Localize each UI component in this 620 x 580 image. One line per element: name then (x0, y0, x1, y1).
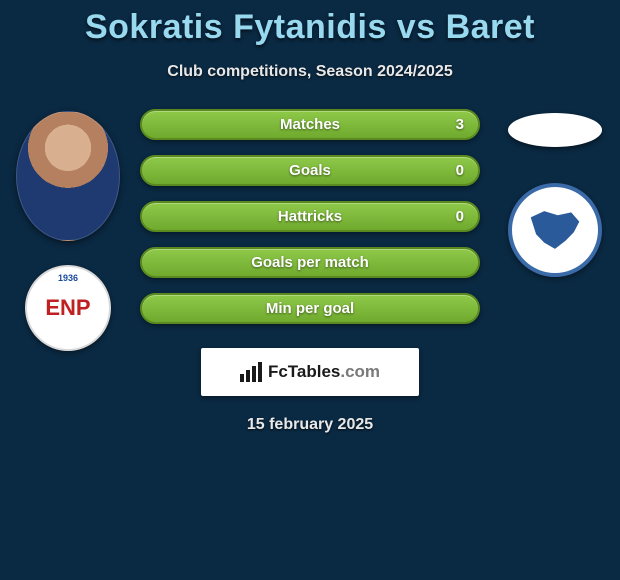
stat-value: 0 (456, 208, 464, 225)
stat-row-goals-per-match: Goals per match (140, 247, 480, 278)
brand-main: FcTables (268, 362, 340, 381)
club-left-badge: 1936 ENP (25, 265, 111, 351)
stat-label: Goals (289, 162, 331, 179)
stat-value: 0 (456, 162, 464, 179)
stat-label: Hattricks (278, 208, 342, 225)
stat-row-matches: Matches 3 (140, 109, 480, 140)
stats-list: Matches 3 Goals 0 Hattricks 0 Goals per … (140, 109, 480, 324)
comparison-content: 1936 ENP Matches 3 Goals 0 Hattricks 0 G… (0, 109, 620, 324)
player-right-photo-blank (508, 113, 602, 147)
stat-row-hattricks: Hattricks 0 (140, 201, 480, 232)
brand-logo: FcTables.com (201, 348, 419, 396)
brand-suffix: .com (340, 362, 380, 381)
club-left-year: 1936 (58, 273, 78, 283)
page-title: Sokratis Fytanidis vs Baret (0, 0, 620, 47)
bar-icon (246, 370, 250, 382)
stat-label: Matches (280, 116, 340, 133)
player-left-photo (16, 111, 120, 241)
stat-value: 3 (456, 116, 464, 133)
stat-label: Min per goal (266, 300, 354, 317)
footer-date: 15 february 2025 (0, 416, 620, 434)
bar-icon (252, 366, 256, 382)
bar-icon (258, 362, 262, 382)
club-right-badge (508, 183, 602, 277)
bar-icon (240, 374, 244, 382)
club-right-map-icon (528, 209, 582, 251)
player-left-column: 1936 ENP (8, 109, 128, 351)
stat-row-min-per-goal: Min per goal (140, 293, 480, 324)
stat-label: Goals per match (251, 254, 369, 271)
page-subtitle: Club competitions, Season 2024/2025 (0, 63, 620, 81)
player-right-column (500, 109, 610, 277)
club-left-text: ENP (45, 295, 90, 321)
brand-bars-icon (240, 362, 262, 382)
stat-row-goals: Goals 0 (140, 155, 480, 186)
brand-text: FcTables.com (268, 362, 380, 382)
